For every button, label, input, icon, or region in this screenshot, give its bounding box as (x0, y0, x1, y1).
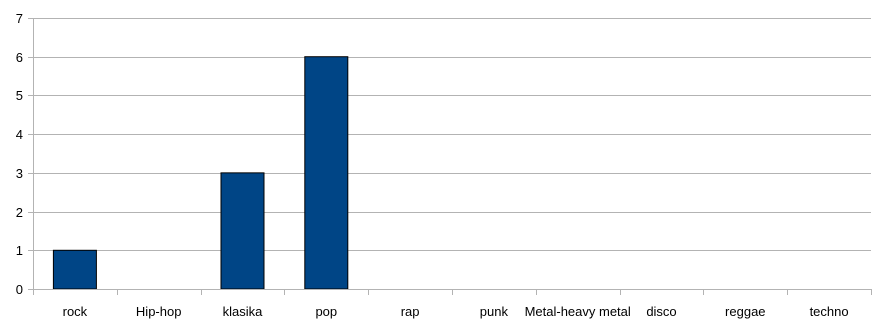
x-tick-label: rap (401, 304, 420, 319)
x-tick-label: punk (480, 304, 509, 319)
y-tick-label: 3 (16, 166, 23, 181)
y-tick-label: 1 (16, 243, 23, 258)
bar-pop (304, 56, 349, 290)
y-tick-label: 4 (16, 127, 23, 142)
x-tick-label: reggae (725, 304, 765, 319)
x-tick-label: techno (810, 304, 849, 319)
bar-klasika (220, 172, 265, 290)
x-tick-labels: rock Hip-hop klasika pop rap punk Metal-heavy … (63, 304, 849, 319)
bars (52, 56, 349, 290)
x-tick-label: klasika (223, 304, 264, 319)
bar-rock (52, 249, 97, 290)
axes (28, 18, 872, 295)
y-tick-label: 0 (16, 282, 23, 297)
y-tick-label: 2 (16, 205, 23, 220)
y-tick-labels: 0 1 2 3 4 5 6 7 (16, 11, 23, 297)
y-tick-label: 5 (16, 88, 23, 103)
y-tick-label: 7 (16, 11, 23, 26)
x-tick-label: disco (646, 304, 676, 319)
x-tick-label: pop (315, 304, 337, 319)
x-tick-label: rock (63, 304, 88, 319)
x-tick-label: Metal-heavy metal (525, 304, 631, 319)
x-tick-label: Hip-hop (136, 304, 182, 319)
gridlines (33, 18, 871, 251)
y-tick-label: 6 (16, 50, 23, 65)
